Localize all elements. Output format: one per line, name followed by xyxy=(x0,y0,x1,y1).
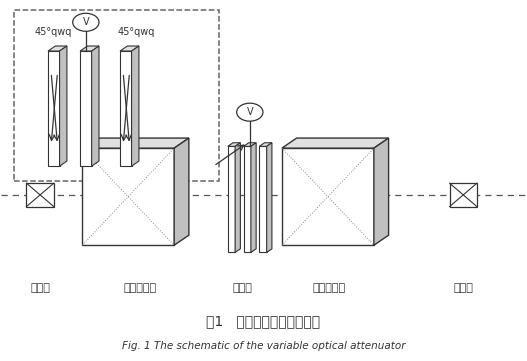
Text: 准直器: 准直器 xyxy=(30,283,50,293)
Polygon shape xyxy=(450,183,477,206)
Polygon shape xyxy=(120,51,132,166)
Text: Fig. 1 The schematic of the variable optical attenuator: Fig. 1 The schematic of the variable opt… xyxy=(122,341,405,351)
Polygon shape xyxy=(80,51,92,166)
Polygon shape xyxy=(259,143,272,146)
Polygon shape xyxy=(282,148,374,245)
Polygon shape xyxy=(92,46,99,166)
Polygon shape xyxy=(228,146,235,252)
Text: 图1   可变光衰减器原理框图: 图1 可变光衰减器原理框图 xyxy=(207,314,320,328)
Polygon shape xyxy=(282,138,388,148)
Text: 旋光器: 旋光器 xyxy=(232,283,252,293)
Text: 45°qwq: 45°qwq xyxy=(35,27,72,37)
Polygon shape xyxy=(235,143,240,252)
Polygon shape xyxy=(174,138,189,245)
Circle shape xyxy=(237,103,263,121)
Text: V: V xyxy=(83,17,89,27)
Polygon shape xyxy=(243,143,256,146)
Polygon shape xyxy=(374,138,388,245)
Text: 偏振合束器: 偏振合束器 xyxy=(313,283,346,293)
Text: 偏振分束器: 偏振分束器 xyxy=(123,283,157,293)
Circle shape xyxy=(73,13,99,31)
Polygon shape xyxy=(132,46,139,166)
Polygon shape xyxy=(82,148,174,245)
Polygon shape xyxy=(82,138,189,148)
Polygon shape xyxy=(80,46,99,51)
Polygon shape xyxy=(259,146,267,252)
Polygon shape xyxy=(48,51,60,166)
Polygon shape xyxy=(267,143,272,252)
Text: 准直器: 准直器 xyxy=(453,283,473,293)
Polygon shape xyxy=(120,46,139,51)
Polygon shape xyxy=(228,143,240,146)
Text: 45°qwq: 45°qwq xyxy=(118,27,155,37)
Polygon shape xyxy=(48,46,67,51)
Polygon shape xyxy=(26,183,54,206)
Polygon shape xyxy=(243,146,251,252)
Polygon shape xyxy=(251,143,256,252)
Polygon shape xyxy=(60,46,67,166)
Text: V: V xyxy=(247,107,253,117)
